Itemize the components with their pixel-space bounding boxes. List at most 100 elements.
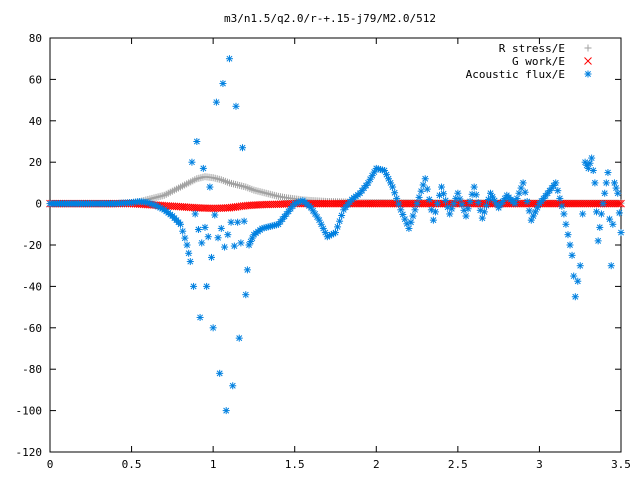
data-point	[318, 199, 327, 208]
data-point	[609, 220, 617, 228]
data-point	[376, 199, 384, 208]
data-point	[571, 293, 579, 301]
data-point	[179, 227, 187, 235]
data-point	[446, 210, 454, 218]
data-point	[209, 324, 217, 332]
data-point	[374, 199, 383, 208]
x-tick-label: 2.5	[448, 458, 468, 471]
data-point	[237, 239, 245, 247]
data-point	[599, 200, 607, 208]
data-point	[607, 262, 615, 270]
data-point	[217, 224, 225, 232]
data-point	[433, 200, 441, 208]
data-point	[335, 199, 344, 208]
data-point	[312, 199, 321, 208]
data-point	[208, 253, 216, 261]
data-point	[234, 218, 242, 226]
data-point	[393, 199, 402, 208]
data-point	[456, 195, 464, 203]
legend-label: G work/E	[512, 55, 565, 68]
data-point	[444, 203, 452, 211]
data-point	[413, 200, 421, 208]
data-point	[579, 199, 588, 208]
data-point	[420, 199, 429, 208]
data-point	[458, 201, 466, 209]
data-point	[332, 229, 339, 237]
data-point	[570, 272, 578, 280]
y-tick-label: -60	[22, 322, 42, 335]
data-point	[338, 212, 346, 220]
data-point	[611, 199, 619, 208]
data-point	[521, 188, 529, 196]
data-point	[395, 200, 403, 208]
data-point	[568, 251, 576, 259]
data-point	[196, 313, 204, 321]
data-point	[240, 217, 248, 225]
data-point	[405, 199, 413, 208]
data-point	[589, 166, 597, 174]
data-point	[591, 179, 599, 187]
data-point	[596, 223, 604, 231]
data-point	[336, 217, 344, 225]
data-point	[585, 199, 594, 208]
y-tick-label: 60	[29, 73, 42, 86]
data-point	[199, 164, 207, 172]
data-point	[606, 215, 614, 223]
data-point	[230, 242, 238, 250]
data-point	[525, 207, 533, 215]
data-point	[185, 249, 193, 257]
data-point	[480, 208, 488, 216]
data-point	[368, 199, 377, 208]
data-point	[617, 229, 625, 237]
legend-marker	[584, 44, 592, 52]
data-point	[591, 199, 600, 208]
data-point	[366, 199, 375, 208]
data-point	[382, 171, 390, 179]
data-point	[389, 183, 397, 191]
legend-label: Acoustic flux/E	[466, 68, 565, 81]
data-point	[411, 206, 419, 214]
data-point	[610, 179, 618, 187]
chart-title: m3/n1.5/q2.0/r-+.15-j79/M2.0/512	[224, 12, 436, 25]
data-point	[370, 199, 379, 208]
data-point	[617, 199, 625, 208]
data-point	[382, 199, 390, 208]
data-point	[587, 199, 596, 208]
data-point	[229, 382, 237, 390]
data-point	[380, 199, 388, 208]
data-point	[211, 211, 219, 219]
data-point	[556, 194, 564, 202]
data-point	[577, 199, 586, 208]
data-point	[478, 214, 486, 222]
data-point	[353, 199, 361, 208]
data-point	[579, 210, 587, 218]
data-point	[470, 183, 478, 191]
data-point	[324, 199, 333, 208]
data-point	[177, 220, 185, 228]
data-point	[364, 199, 373, 208]
data-point	[194, 225, 202, 233]
data-point	[566, 241, 574, 249]
data-point	[328, 199, 336, 208]
data-point	[225, 55, 233, 63]
data-point	[351, 199, 360, 208]
data-point	[615, 199, 623, 208]
data-point	[462, 212, 470, 220]
data-point	[574, 277, 582, 285]
data-point	[560, 210, 568, 218]
data-point	[358, 199, 367, 208]
data-point	[431, 208, 439, 216]
data-point	[357, 199, 365, 208]
data-point	[576, 199, 584, 208]
data-point	[203, 282, 211, 290]
data-point	[454, 189, 462, 197]
data-point	[574, 199, 582, 208]
data-point	[464, 205, 472, 213]
data-point	[491, 199, 500, 208]
data-point	[355, 199, 363, 208]
data-point	[547, 199, 555, 208]
data-point	[601, 189, 609, 197]
data-point	[378, 199, 386, 208]
y-tick-label: -100	[16, 405, 43, 418]
